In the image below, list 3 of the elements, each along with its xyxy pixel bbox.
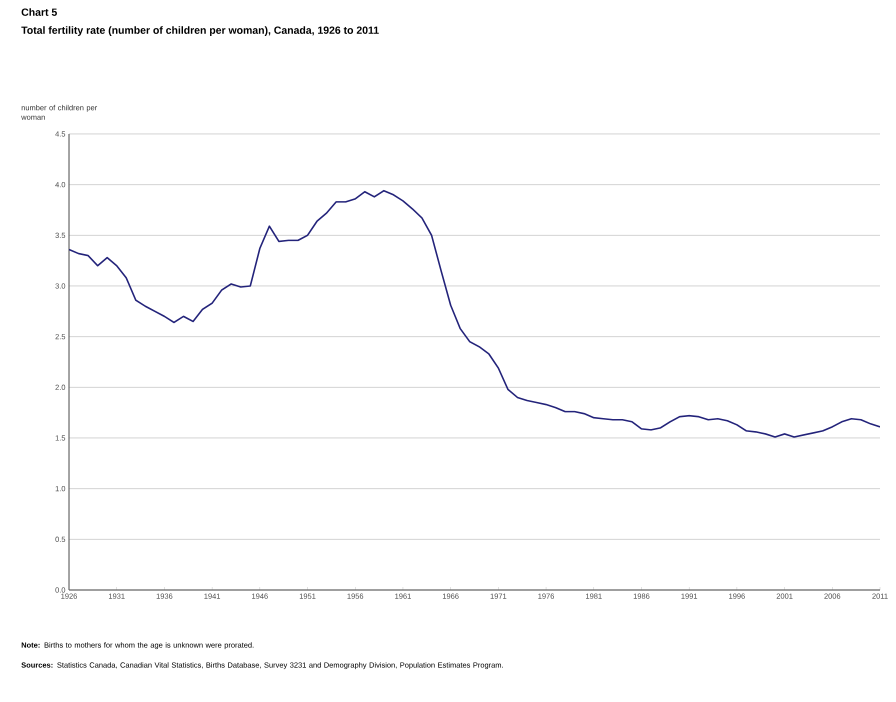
chart-title: Chart 5 [22, 8, 57, 16]
line-series [69, 190, 880, 438]
chart-subtitle: Total fertility rate (number of children per woman), Canada, 1926 to 2011 [21, 26, 379, 36]
